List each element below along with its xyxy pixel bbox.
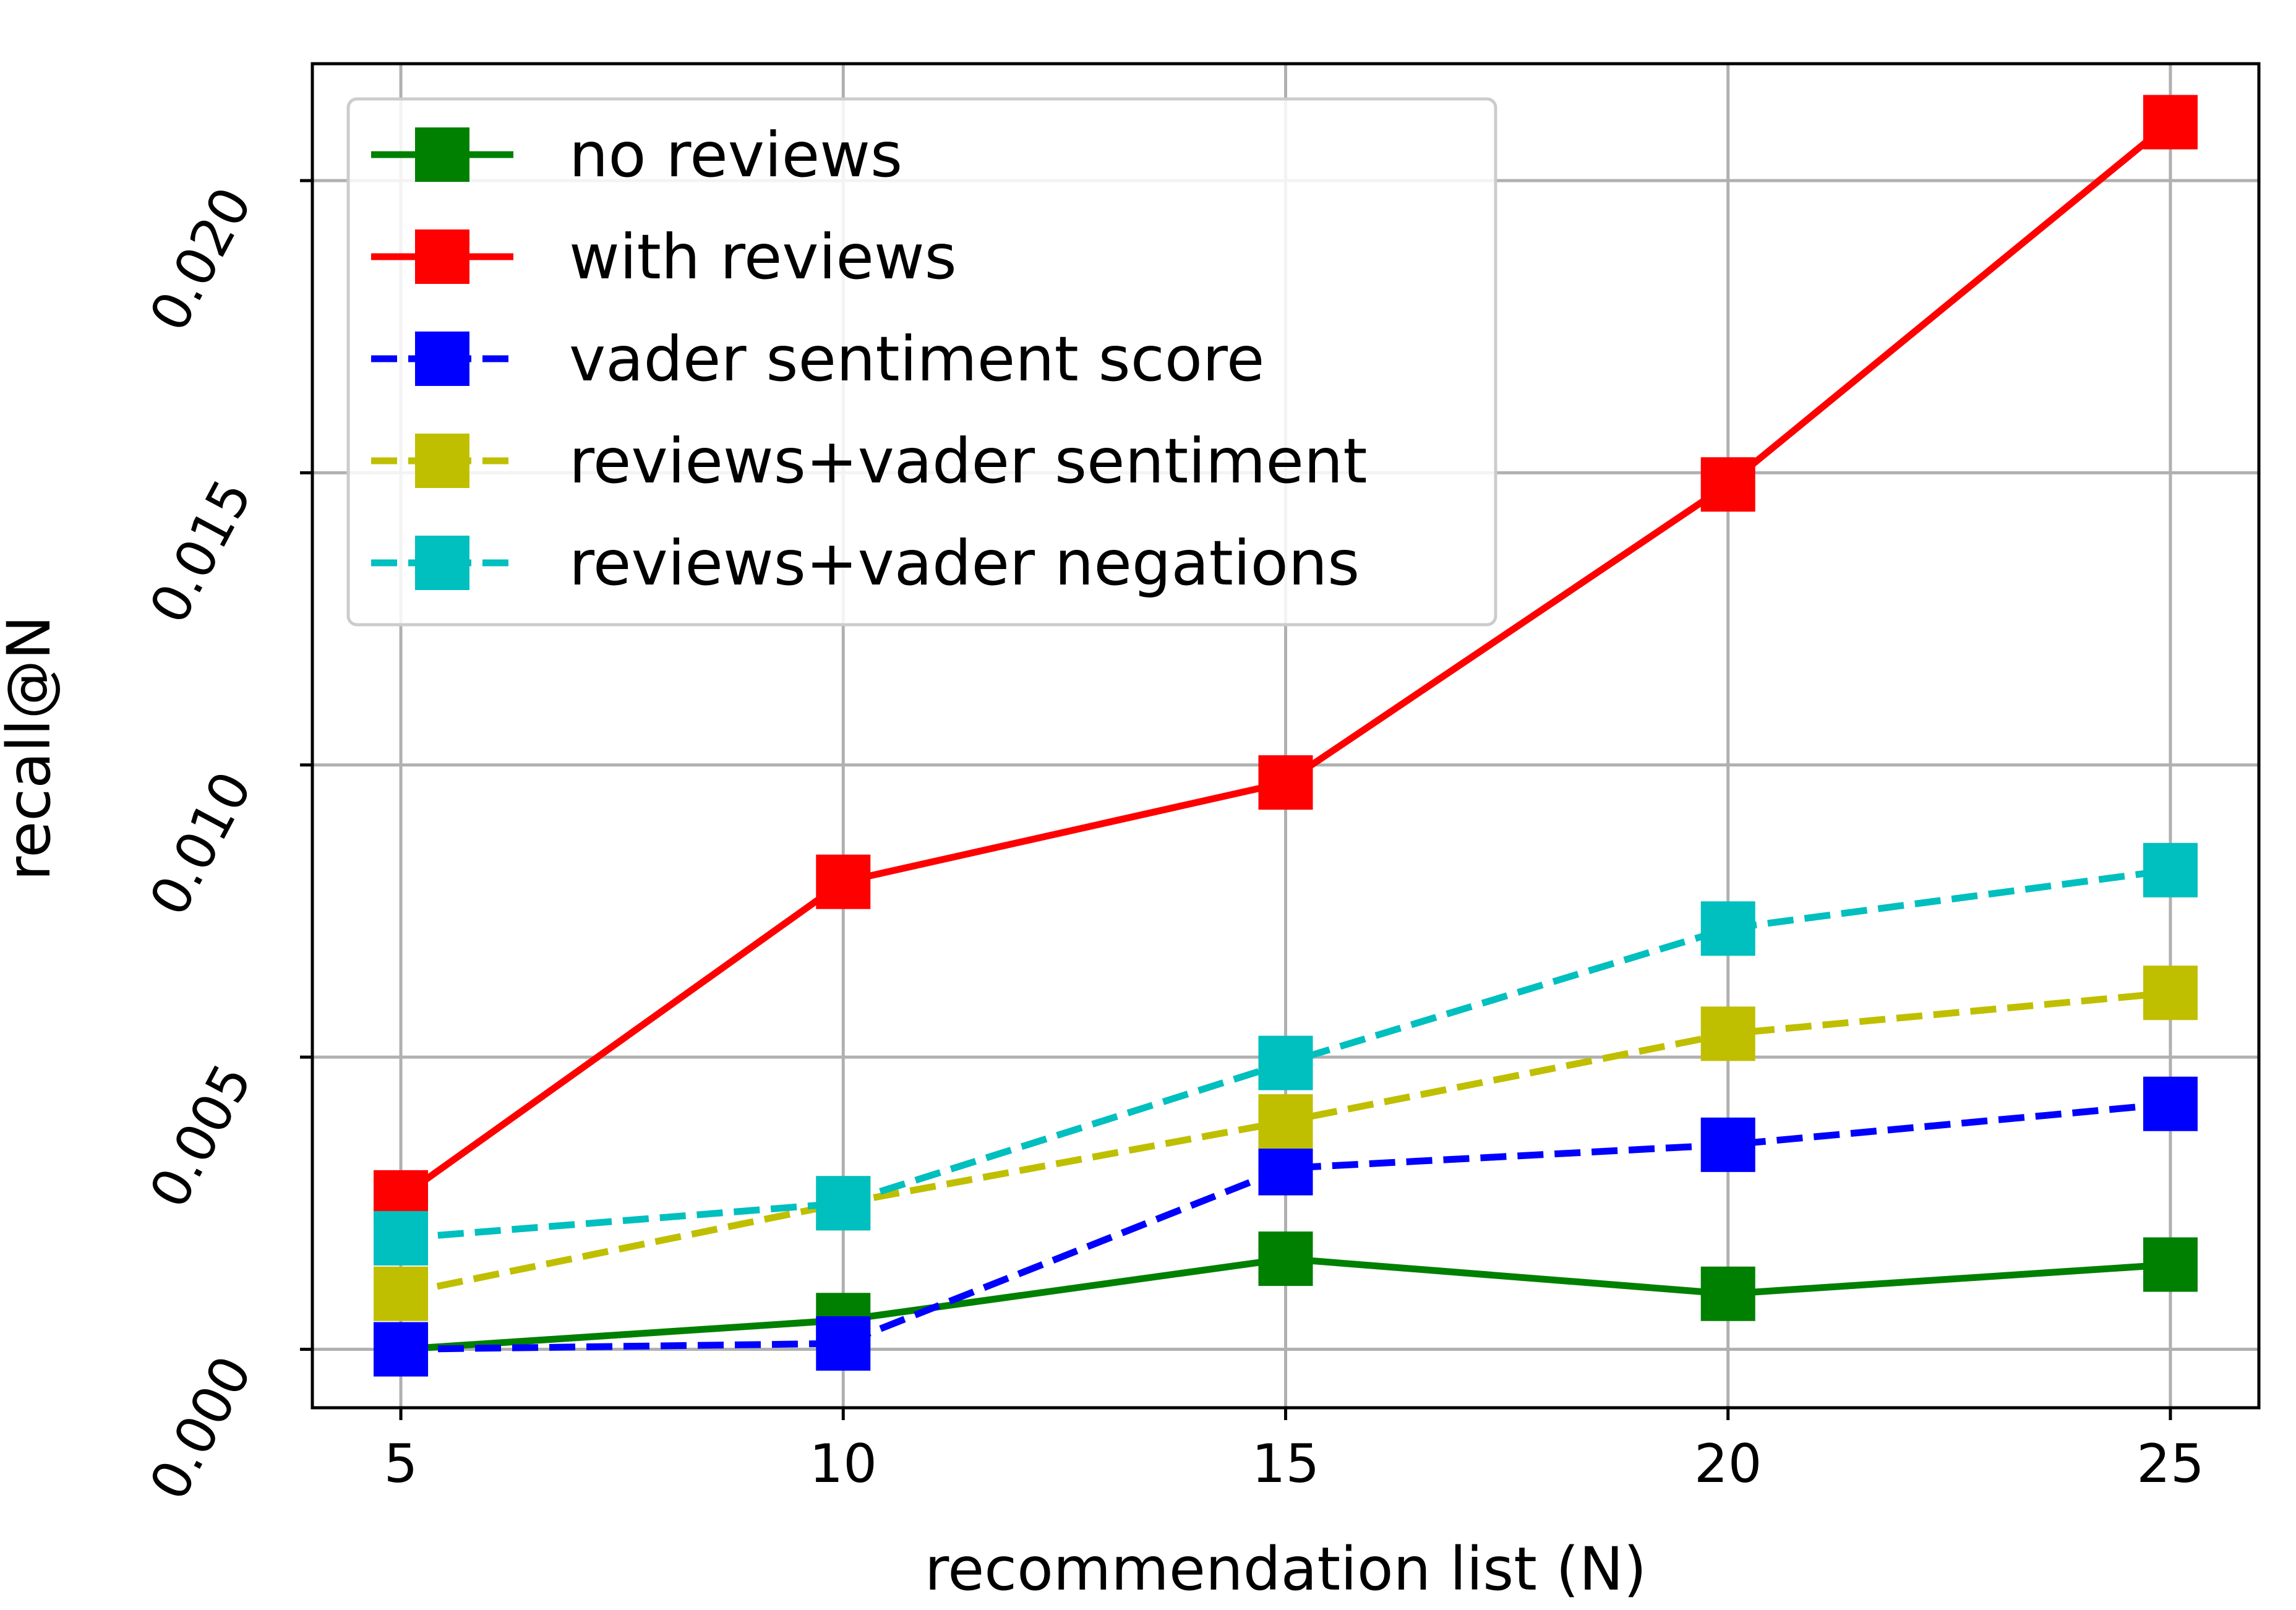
legend-label: no reviews xyxy=(569,119,902,191)
series-reviews-vader-negations xyxy=(374,842,2198,1266)
legend-marker xyxy=(415,332,469,386)
data-point xyxy=(1700,457,1755,512)
data-point xyxy=(1258,1035,1313,1090)
data-point xyxy=(1700,1266,1755,1321)
series-line xyxy=(400,1100,2171,1353)
series-with-reviews xyxy=(374,95,2198,1225)
legend-label: with reviews xyxy=(569,221,957,293)
y-axis-label: recall@N xyxy=(0,615,64,881)
x-tick-label: 20 xyxy=(1694,1433,1762,1495)
x-tick-label: 15 xyxy=(1252,1433,1319,1495)
legend-label: reviews+vader negations xyxy=(569,527,1360,599)
legend-item: reviews+vader sentiment xyxy=(371,425,1367,497)
data-point xyxy=(2143,842,2198,897)
data-point xyxy=(2143,1076,2198,1131)
x-axis: 5 10 15 20 25 xyxy=(384,1408,2204,1495)
legend-marker xyxy=(415,536,469,590)
data-point xyxy=(2143,1237,2198,1292)
data-point xyxy=(374,1211,429,1266)
series-layer xyxy=(374,95,2198,1377)
data-point xyxy=(2143,966,2198,1021)
data-point xyxy=(1258,1231,1313,1287)
data-point xyxy=(2143,95,2198,150)
data-point xyxy=(1258,1094,1313,1149)
legend-marker xyxy=(415,229,469,284)
data-point xyxy=(374,1266,429,1321)
legend-label: vader sentiment score xyxy=(569,323,1264,395)
data-point xyxy=(1258,1141,1313,1196)
data-point xyxy=(1258,755,1313,810)
legend-marker xyxy=(415,434,469,488)
x-tick-label: 5 xyxy=(384,1433,418,1495)
data-point xyxy=(1700,1117,1755,1172)
x-tick-label: 25 xyxy=(2136,1433,2204,1495)
legend-item: vader sentiment score xyxy=(371,323,1264,395)
data-point xyxy=(816,1176,871,1231)
legend-item: reviews+vader negations xyxy=(371,527,1360,599)
legend-item: no reviews xyxy=(371,119,902,191)
data-point xyxy=(816,854,871,909)
legend-label: reviews+vader sentiment xyxy=(569,425,1367,497)
legend-marker xyxy=(415,127,469,182)
legend-item: with reviews xyxy=(371,221,957,293)
data-point xyxy=(1700,1006,1755,1061)
legend: no reviews with reviews vader sentiment sc… xyxy=(346,97,1497,627)
data-point xyxy=(374,1322,429,1377)
series-vader-sentiment-score xyxy=(374,1076,2198,1377)
x-tick-label: 10 xyxy=(810,1433,877,1495)
data-point xyxy=(1700,901,1755,956)
x-axis-label: recommendation list (N) xyxy=(925,1535,1647,1604)
data-point xyxy=(816,1316,871,1371)
legend-box xyxy=(346,97,1497,627)
